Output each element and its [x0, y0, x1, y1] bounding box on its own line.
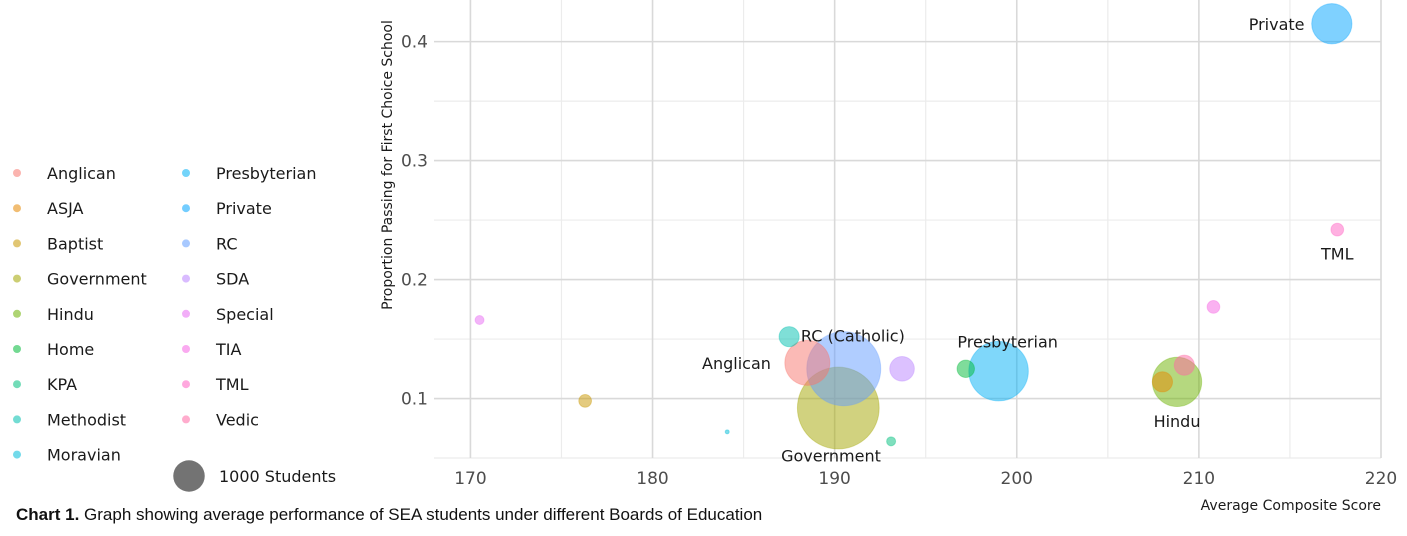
legend-key	[13, 450, 21, 459]
y-tick-label: 0.4	[401, 33, 428, 53]
x-axis-title: Average Composite Score	[1201, 498, 1381, 514]
y-tick-label: 0.1	[401, 390, 428, 410]
bubbles	[474, 3, 1353, 450]
legend-key	[182, 239, 190, 248]
legend-label: TIA	[215, 340, 241, 359]
annotation-label: Anglican	[702, 354, 771, 373]
legend-item: Special	[182, 305, 274, 324]
legend-key	[182, 169, 190, 177]
bubble-moravian	[724, 429, 730, 435]
bubble-anglican	[784, 339, 831, 386]
y-tick-label: 0.3	[401, 152, 428, 172]
annotation-label: RC (Catholic)	[801, 326, 905, 345]
legend-label: Methodist	[47, 410, 126, 429]
bubble-home	[956, 359, 975, 378]
legend-key	[13, 239, 21, 248]
grid-lines	[434, 0, 1382, 459]
x-tick-label: 170	[454, 469, 486, 489]
legend-item: KPA	[13, 375, 77, 394]
legend-item: Moravian	[13, 446, 121, 465]
bubble-kpa	[886, 436, 897, 447]
size-legend-label: 1000 Students	[219, 467, 336, 486]
bubble-sda	[889, 355, 915, 382]
bubble-special	[474, 315, 485, 326]
legend-key	[13, 415, 21, 424]
legend-label: TML	[215, 375, 249, 394]
legend-item: Home	[13, 340, 94, 359]
legend-key	[182, 415, 190, 424]
bubble-annotations: Private TML RC (Catholic) Presbyterian Angli…	[702, 15, 1354, 466]
legend-label: Hindu	[47, 305, 94, 324]
size-legend-key	[173, 460, 205, 492]
legend-label: ASJA	[47, 199, 84, 218]
legend-key	[13, 380, 21, 389]
annotation-label: Private	[1249, 15, 1305, 34]
x-tick-label: 180	[636, 469, 668, 489]
legend-key	[182, 345, 190, 353]
legend-item: SDA	[182, 270, 249, 289]
legend-label: SDA	[216, 270, 249, 289]
annotation-label: TML	[1320, 244, 1354, 263]
annotation-label: Presbyterian	[957, 332, 1057, 351]
legend-item: RC	[182, 234, 238, 253]
legend-item: Anglican	[13, 164, 116, 183]
x-tick-label: 200	[1001, 469, 1033, 489]
legend-key	[13, 309, 21, 318]
legend-item: Vedic	[182, 410, 259, 429]
caption-label: Chart 1.	[16, 505, 80, 524]
legend-item: ASJA	[13, 199, 84, 218]
legend-label: Government	[47, 270, 147, 289]
legend-label: RC	[216, 234, 238, 253]
legend-item: Baptist	[13, 234, 103, 253]
legend-item: TML	[182, 375, 249, 394]
legend-key	[13, 274, 21, 283]
bubble-baptist	[578, 394, 593, 408]
legend-item: Hindu	[13, 305, 94, 324]
legend-label: Anglican	[47, 164, 116, 183]
legend-label: Baptist	[47, 234, 103, 253]
legend-item: Methodist	[13, 410, 126, 429]
bubble-asja	[1151, 371, 1174, 393]
legend-label: Private	[216, 199, 272, 218]
bubble-methodist	[778, 326, 800, 348]
bubble-tia	[1206, 300, 1221, 314]
legend-label: Home	[47, 340, 94, 359]
legend-key	[182, 204, 190, 213]
legend-key	[13, 169, 21, 177]
legend-label: Special	[216, 305, 274, 324]
legend-item: Private	[182, 199, 272, 218]
legend-label: Vedic	[216, 410, 259, 429]
legend-key	[182, 380, 190, 389]
bubble-vedic	[1173, 354, 1195, 376]
x-axis-ticks: 170 180 190 200 210 220	[454, 469, 1397, 489]
y-axis-ticks: 0.1 0.2 0.3 0.4	[401, 33, 428, 410]
legend-key	[182, 309, 190, 318]
legend-item: Government	[13, 270, 147, 289]
legend: Anglican ASJA Baptist Government Hindu Home KP…	[13, 164, 336, 492]
bubble-private	[1311, 3, 1353, 45]
legend-item: Presbyterian	[182, 164, 316, 183]
annotation-label: Government	[781, 447, 881, 466]
legend-key	[13, 204, 21, 213]
legend-item: TIA	[182, 340, 241, 359]
legend-key	[13, 345, 21, 353]
x-tick-label: 190	[818, 469, 850, 489]
legend-label: Presbyterian	[216, 164, 316, 183]
x-tick-label: 210	[1183, 469, 1215, 489]
x-tick-label: 220	[1365, 469, 1397, 489]
chart-caption: Chart 1. Graph showing average performan…	[16, 505, 762, 525]
y-tick-label: 0.2	[401, 271, 428, 291]
bubble-tml	[1330, 222, 1345, 237]
caption-text: Graph showing average performance of SEA…	[79, 505, 763, 524]
y-axis-title: Proportion Passing for First Choice Scho…	[380, 20, 396, 310]
legend-key	[182, 274, 190, 283]
annotation-label: Hindu	[1154, 412, 1201, 431]
legend-label: KPA	[47, 375, 77, 394]
size-legend: 1000 Students	[173, 460, 336, 492]
legend-label: Moravian	[47, 446, 121, 465]
